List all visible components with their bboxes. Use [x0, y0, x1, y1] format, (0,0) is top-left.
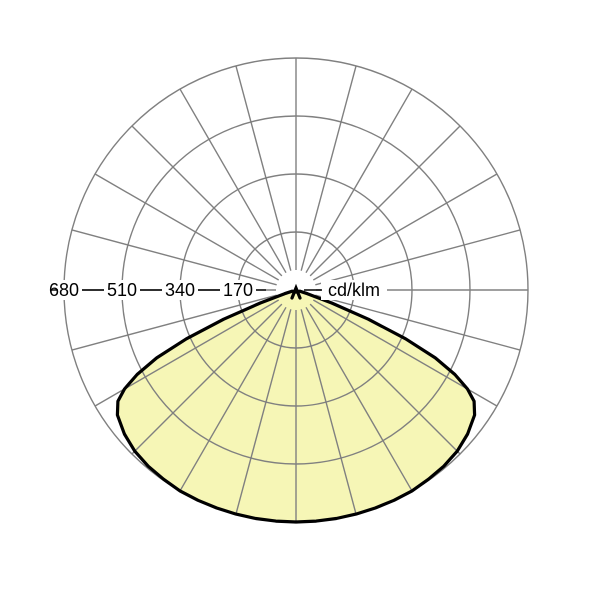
- axis-tick-340: 340: [165, 280, 195, 300]
- axis-tick-170: 170: [223, 280, 253, 300]
- axis-unit-label: cd/klm: [328, 280, 380, 300]
- photometric-polar-diagram: 680510340170cd/klm: [0, 0, 590, 590]
- axis-tick-510: 510: [107, 280, 137, 300]
